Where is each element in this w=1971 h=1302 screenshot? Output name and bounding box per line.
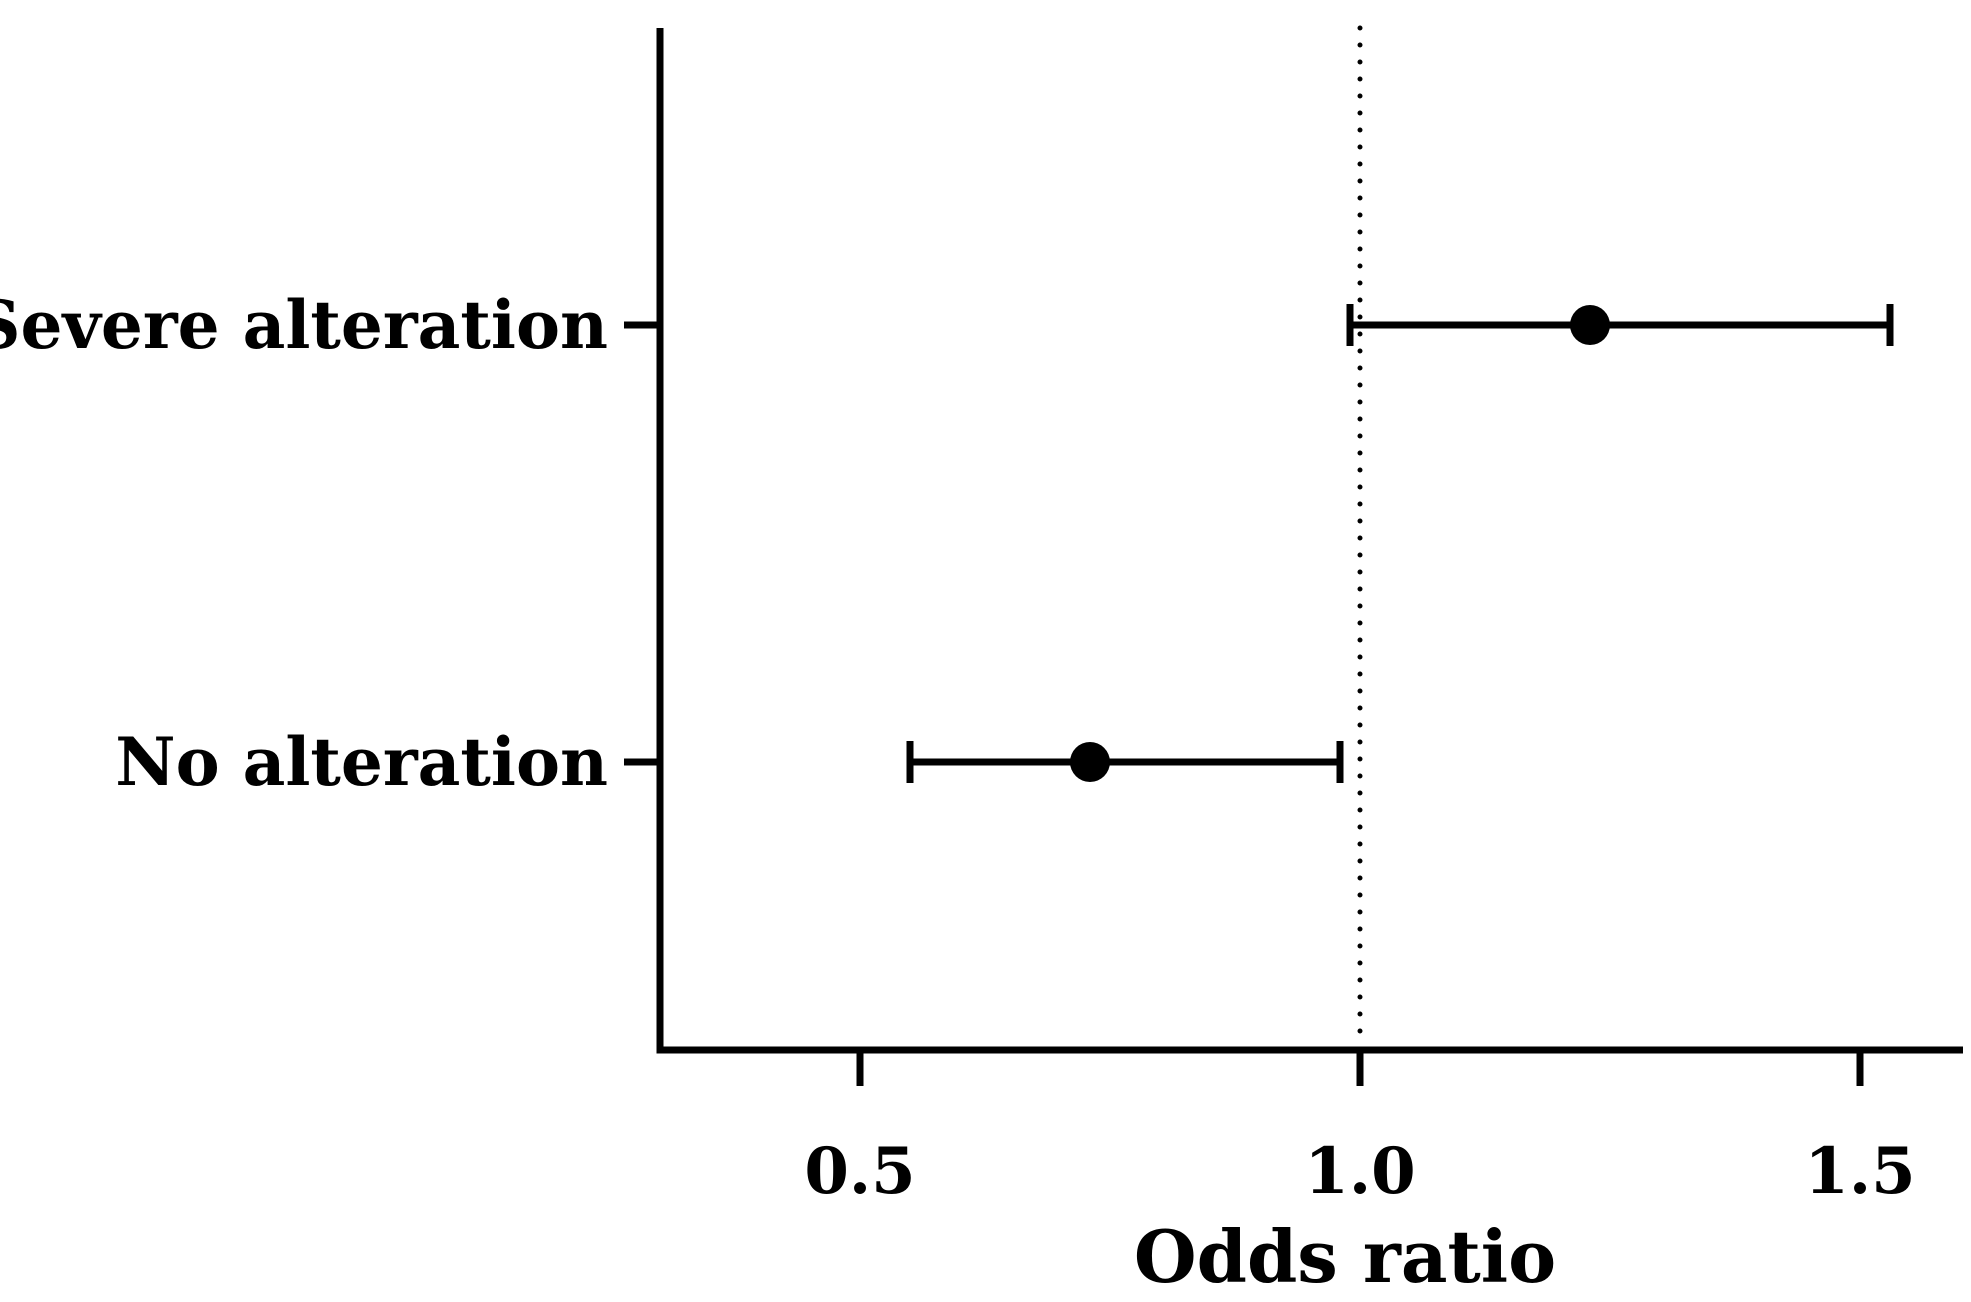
text-layer: Odds ratio 0.5 1.0 1.5 Severe alteration No … — [0, 286, 1916, 1299]
row-label: No alteration — [115, 723, 608, 801]
x-tick-label: 1.5 — [1804, 1134, 1915, 1209]
point-estimate — [1070, 742, 1110, 782]
marks-layer — [906, 304, 1894, 783]
x-tick-label: 0.5 — [804, 1134, 915, 1209]
row-label: Severe alteration — [0, 286, 608, 364]
x-axis-label: Odds ratio — [1134, 1214, 1556, 1297]
point-estimate — [1570, 305, 1610, 345]
axes-layer — [624, 28, 1963, 1086]
x-tick-label: 1.0 — [1304, 1134, 1415, 1209]
